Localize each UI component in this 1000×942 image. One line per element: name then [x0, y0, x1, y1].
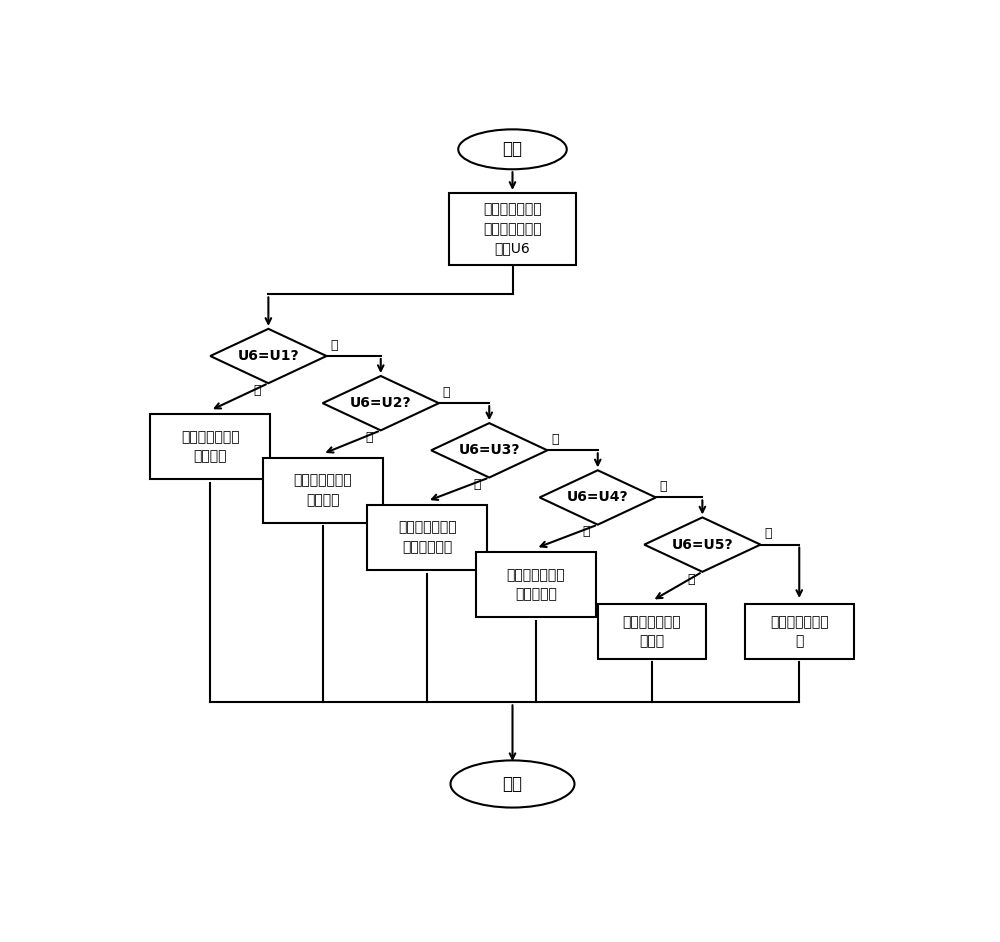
Text: U6=U2?: U6=U2?: [350, 397, 412, 410]
Polygon shape: [431, 423, 547, 478]
Text: 获取当前数字采
集点实际输入电
压值U6: 获取当前数字采 集点实际输入电 压值U6: [483, 203, 542, 255]
Text: 否: 否: [443, 386, 450, 398]
Text: U6=U5?: U6=U5?: [672, 538, 733, 552]
FancyBboxPatch shape: [745, 605, 854, 658]
Text: 是: 是: [582, 526, 590, 539]
Text: 当前电路处于对
地短路状态: 当前电路处于对 地短路状态: [506, 568, 565, 601]
Text: 当前电路处于开
路状态: 当前电路处于开 路状态: [623, 615, 681, 648]
Polygon shape: [210, 329, 326, 383]
Text: 结束: 结束: [503, 775, 522, 793]
Text: U6=U4?: U6=U4?: [567, 491, 629, 505]
FancyBboxPatch shape: [367, 505, 487, 570]
Ellipse shape: [458, 129, 567, 170]
Text: 当前电路处于低
电平状态: 当前电路处于低 电平状态: [293, 474, 352, 507]
Text: U6=U1?: U6=U1?: [238, 349, 299, 363]
Polygon shape: [540, 470, 656, 525]
Text: 是: 是: [474, 479, 481, 492]
Text: 否: 否: [330, 338, 338, 351]
Text: 当前电路状态未
知: 当前电路状态未 知: [770, 615, 829, 648]
Text: 开始: 开始: [503, 140, 522, 158]
Text: 当前电路处于对
电源短路状态: 当前电路处于对 电源短路状态: [398, 521, 457, 554]
FancyBboxPatch shape: [598, 605, 706, 658]
Text: 是: 是: [365, 431, 373, 444]
Text: 是: 是: [253, 384, 260, 397]
FancyBboxPatch shape: [449, 193, 576, 266]
Text: 是: 是: [687, 573, 694, 586]
Ellipse shape: [450, 760, 574, 807]
Text: 否: 否: [660, 480, 667, 493]
Polygon shape: [644, 517, 761, 572]
Text: 否: 否: [551, 433, 559, 446]
FancyBboxPatch shape: [150, 414, 270, 479]
Text: 否: 否: [764, 528, 772, 541]
Text: 当前电路处于高
电平状态: 当前电路处于高 电平状态: [181, 430, 240, 463]
FancyBboxPatch shape: [263, 458, 383, 523]
FancyBboxPatch shape: [476, 552, 596, 617]
Polygon shape: [323, 376, 439, 430]
Text: U6=U3?: U6=U3?: [458, 444, 520, 457]
